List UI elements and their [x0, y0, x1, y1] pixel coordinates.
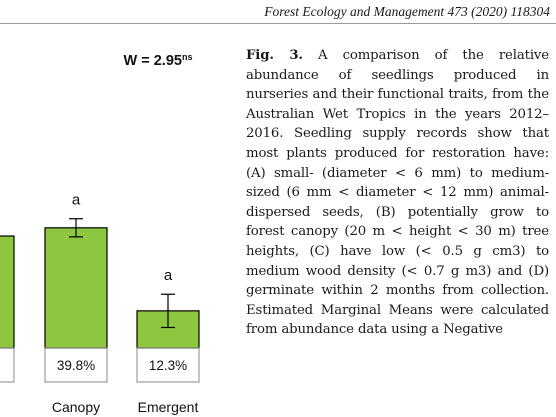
caption-label: Fig. 3. — [246, 48, 303, 63]
value-label-1: 39.8% — [57, 358, 95, 373]
bar-0 — [0, 235, 15, 349]
bar-chart-svg: W = 2.95ns ...%...opy39.8%Canopya12.3%Em… — [0, 52, 200, 415]
caption-text: A comparison of the relative abundance o… — [246, 48, 549, 338]
value-label-box-2 — [136, 347, 200, 383]
significance-letter-1: a — [72, 192, 81, 209]
bar-1 — [44, 227, 108, 349]
significance-letter-2: a — [164, 267, 173, 284]
bar-chart: W = 2.95ns ...%...opy39.8%Canopya12.3%Em… — [0, 40, 235, 417]
value-label-box-1 — [44, 347, 108, 383]
category-label-1: Canopy — [52, 399, 100, 415]
figure-caption: Fig. 3. A comparison of the relative abu… — [246, 46, 549, 340]
category-label-2: Emergent — [138, 399, 199, 415]
chart-title-main: W = 2.95 — [124, 53, 182, 69]
chart-title: W = 2.95ns — [124, 52, 193, 69]
journal-citation: Forest Ecology and Management 473 (2020)… — [264, 4, 550, 19]
header-rule — [0, 23, 556, 24]
value-label-box-0 — [0, 347, 15, 383]
value-label-2: 12.3% — [149, 358, 187, 373]
chart-title-superscript: ns — [182, 52, 193, 62]
